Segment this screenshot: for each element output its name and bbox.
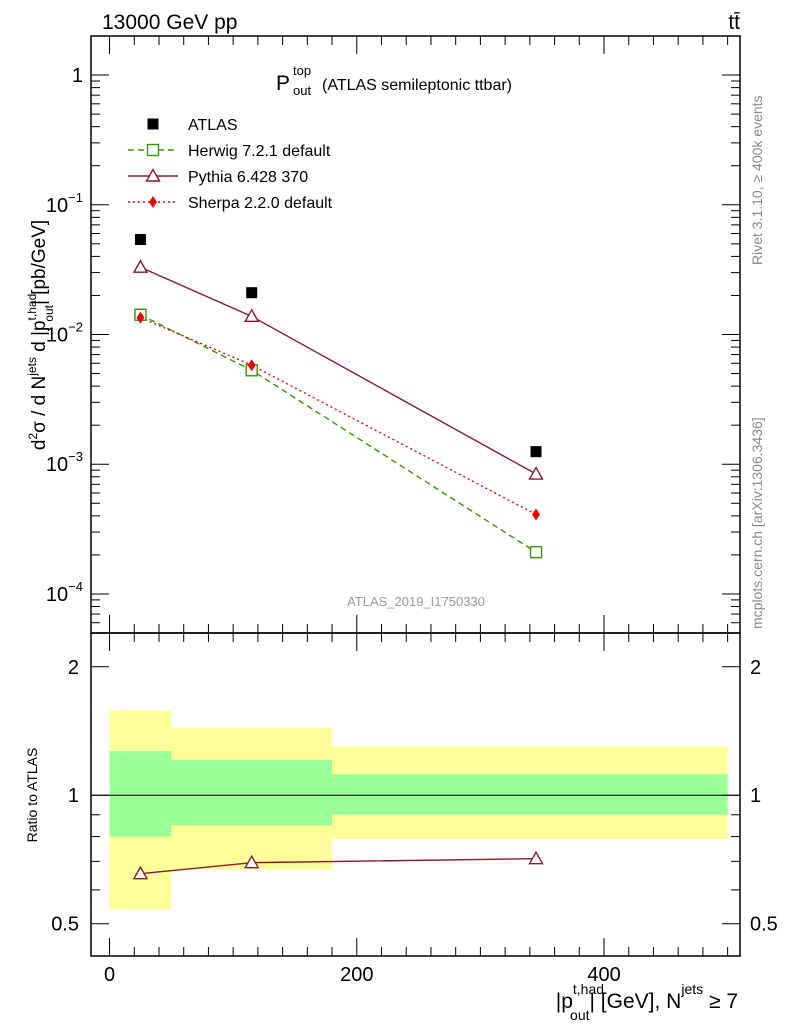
pythia-point xyxy=(244,308,260,323)
ratio-y-axis-label: Ratio to ATLAS xyxy=(24,748,40,843)
x-tick-label: 0 xyxy=(104,964,115,986)
x-tick-labels: 0 200 400 xyxy=(104,964,621,986)
herwig-point xyxy=(529,545,543,559)
ratio-y-tick-label-right: 2 xyxy=(750,657,761,679)
main-y-tick-label: 1 xyxy=(72,65,83,87)
band-inner xyxy=(171,759,333,826)
ratio-y-tick-label-right: 0.5 xyxy=(750,914,778,936)
plot-title-sup: top xyxy=(293,63,311,78)
legend-label: Pythia 6.428 370 xyxy=(188,169,308,186)
ratio-y-tick-label-left: 1 xyxy=(68,785,79,807)
main-series-layer xyxy=(132,233,544,559)
atlas-point xyxy=(246,287,258,299)
legend-marker xyxy=(146,143,160,157)
legend-marker xyxy=(145,168,161,182)
legend-entry-atlas: ATLAS xyxy=(147,117,238,134)
legend-label: Herwig 7.2.1 default xyxy=(188,143,331,160)
plot-title-sub: out xyxy=(293,83,311,98)
pythia-ratio-point xyxy=(244,854,260,869)
energy-label: 13000 GeV pp xyxy=(102,11,237,34)
pythia-point xyxy=(132,259,149,273)
ratio-ticks xyxy=(91,633,740,956)
uncertainty-bands xyxy=(109,710,728,910)
legend-label: Sherpa 2.2.0 default xyxy=(188,195,333,212)
sherpa-point xyxy=(532,508,541,521)
legend-entry-pythia: Pythia 6.428 370 xyxy=(128,168,308,186)
analysis-watermark: ATLAS_2019_I1750330 xyxy=(347,594,485,609)
ratio-y-tick-labels: 2 2 1 1 0.5 0.5 xyxy=(51,657,778,936)
main-y-tick-label: 10−2 xyxy=(46,320,83,347)
ratio-series-layer xyxy=(132,850,544,880)
pythia-ratio-point xyxy=(132,865,149,880)
legend-marker xyxy=(149,196,157,208)
plot-title: P top out (ATLAS semileptonic ttbar) xyxy=(276,63,512,98)
plot-title-rest: (ATLAS semileptonic ttbar) xyxy=(322,77,512,94)
atlas-point xyxy=(134,233,146,245)
pythia-ratio-point xyxy=(528,850,544,865)
main-y-tick-label: 10−1 xyxy=(46,190,83,217)
main-y-axis-label: d2σ / d Njets d |pt,had out| [pb/GeV] xyxy=(25,220,56,450)
rivet-version-label: Rivet 3.1.10, ≥ 400k events xyxy=(749,95,765,265)
main-ticks xyxy=(91,35,740,634)
plot-title-main: P xyxy=(276,72,290,95)
sherpa-point xyxy=(136,311,145,324)
main-panel: 1 10−1 10−2 10−3 10−4 P top out (ATLAS semil… xyxy=(46,35,741,634)
pythia-line xyxy=(140,266,537,475)
x-tick-label: 200 xyxy=(340,964,373,986)
legend-marker xyxy=(147,118,159,130)
legend-entry-herwig: Herwig 7.2.1 default xyxy=(128,143,331,160)
legend-entry-sherpa: Sherpa 2.2.0 default xyxy=(128,195,333,212)
mcplots-label: mcplots.cern.ch [arXiv:1306.3436] xyxy=(749,417,765,629)
ratio-frame xyxy=(90,632,741,957)
herwig-line xyxy=(140,314,537,553)
ratio-y-tick-label-right: 1 xyxy=(750,785,761,807)
x-axis-label: |pt,had out| [GeV], Njets ≥ 7 xyxy=(556,981,738,1023)
main-y-tick-label: 10−4 xyxy=(46,579,83,606)
main-y-tick-label: 10−3 xyxy=(46,449,83,476)
atlas-point xyxy=(530,446,542,458)
pythia-point xyxy=(528,466,544,480)
legend: ATLAS Herwig 7.2.1 default Pythia 6.428 37… xyxy=(128,117,333,212)
legend-label: ATLAS xyxy=(188,117,238,134)
ratio-y-tick-label-left: 2 xyxy=(68,657,79,679)
process-label: tt̄ xyxy=(728,11,740,34)
sherpa-line xyxy=(140,316,537,516)
band-inner xyxy=(109,750,172,837)
sherpa-point xyxy=(247,359,256,372)
band-inner xyxy=(332,774,728,815)
main-y-tick-labels: 1 10−1 10−2 10−3 10−4 xyxy=(46,65,83,606)
x-tick-label: 400 xyxy=(587,964,620,986)
ratio-panel: 2 2 1 1 0.5 0.5 0 200 400 Ratio to ATLAS xyxy=(24,632,778,986)
ratio-y-tick-label-left: 0.5 xyxy=(51,914,79,936)
